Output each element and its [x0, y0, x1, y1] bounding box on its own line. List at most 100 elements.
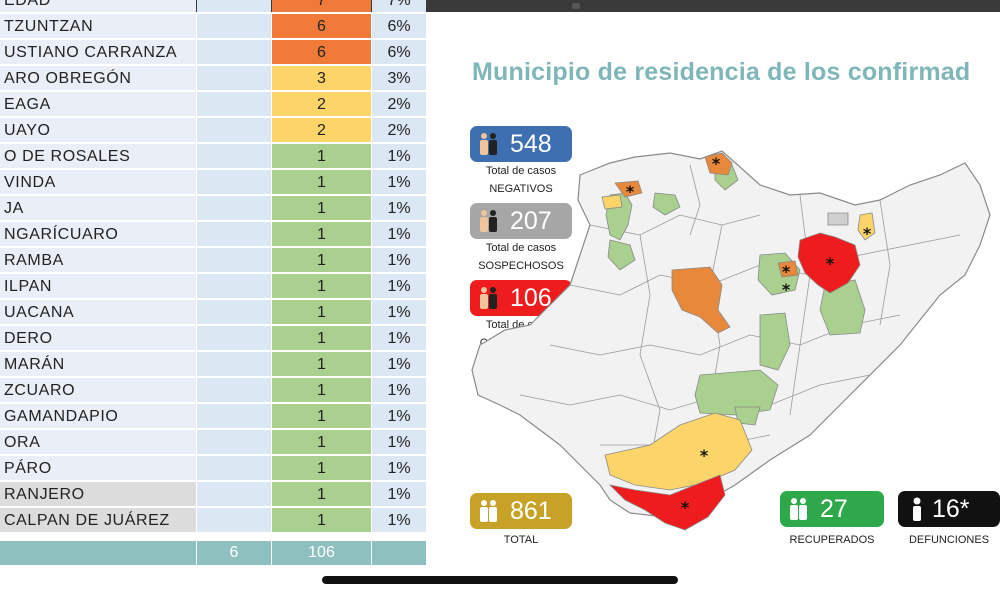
people-icon — [480, 287, 497, 309]
people-icon — [480, 210, 497, 232]
total-label: TOTAL — [503, 534, 539, 546]
sospechosos-label-line1: Total de casos — [485, 242, 557, 254]
total-name-cell — [0, 541, 196, 565]
case-percent: 1% — [372, 274, 426, 299]
municipality-name: EAGA — [0, 92, 196, 117]
sospechosos-label-line2: SOSPECHOSOS — [478, 260, 564, 272]
table-row: JA 1 1% — [0, 196, 426, 222]
table-row: UAYO 2 2% — [0, 118, 426, 144]
case-percent: 1% — [372, 248, 426, 273]
case-count: 1 — [272, 300, 371, 325]
case-count: 1 — [272, 378, 371, 403]
table-row: RANJERO 1 1% — [0, 482, 426, 508]
map-region-red-1 — [797, 232, 861, 294]
total-pct-cell — [372, 541, 426, 565]
table-row: ARO OBREGÓN 3 3% — [0, 66, 426, 92]
case-count: 1 — [272, 170, 371, 195]
map-region-green-7 — [759, 312, 791, 371]
recuperados-badge: 27 — [780, 491, 884, 527]
municipality-name: RANJERO — [0, 482, 196, 507]
sospechosos-label: Total de casos SOSPECHOSOS — [470, 239, 572, 275]
table-row: VINDA 1 1% — [0, 170, 426, 196]
case-count: 1 — [272, 482, 371, 507]
case-percent: 3% — [372, 66, 426, 91]
map-region-orange-1 — [704, 152, 733, 176]
blank-cell — [197, 300, 271, 325]
blank-cell — [197, 404, 271, 429]
blank-cell — [197, 482, 271, 507]
sospechosos-value: 207 — [510, 207, 552, 235]
negativos-label: Total de casos NEGATIVOS — [470, 162, 572, 198]
table-row: EAGA 2 2% — [0, 92, 426, 118]
recuperados-value: 27 — [820, 495, 848, 523]
municipality-name: GAMANDAPIO — [0, 404, 196, 429]
case-count: 6 — [272, 14, 371, 39]
case-count: 1 — [272, 326, 371, 351]
case-percent: 1% — [372, 378, 426, 403]
case-percent: 1% — [372, 430, 426, 455]
table-row: MARÁN 1 1% — [0, 352, 426, 378]
map-region-gray-1 — [827, 212, 849, 226]
table-row: CALPAN DE JUÁREZ 1 1% — [0, 508, 426, 534]
blank-cell — [197, 352, 271, 377]
municipality-name: ZCUARO — [0, 378, 196, 403]
blank-cell — [197, 430, 271, 455]
map-asterisk: * — [826, 254, 835, 273]
negativos-label-line2: NEGATIVOS — [489, 183, 553, 195]
map-region-green-6 — [819, 279, 866, 336]
table-row: GAMANDAPIO 1 1% — [0, 404, 426, 430]
case-percent: 1% — [372, 222, 426, 247]
case-percent: 1% — [372, 170, 426, 195]
case-count: 3 — [272, 66, 371, 91]
municipality-name: VINDA — [0, 170, 196, 195]
blank-cell — [197, 118, 271, 143]
defunciones-value: 16* — [932, 495, 970, 523]
negativos-badge: 548 — [470, 126, 572, 162]
case-percent: 1% — [372, 352, 426, 377]
case-count: 7 — [272, 0, 371, 13]
map-region-green-3 — [607, 239, 636, 271]
home-indicator — [322, 576, 678, 584]
map-region-orange-4 — [777, 260, 799, 278]
case-count: 1 — [272, 430, 371, 455]
negativos-label-line1: Total de casos — [485, 165, 557, 177]
municipality-name: ORA — [0, 430, 196, 455]
table-total-row: 6 106 — [0, 541, 426, 565]
case-percent: 6% — [372, 14, 426, 39]
blank-cell — [197, 66, 271, 91]
case-count: 2 — [272, 92, 371, 117]
notch-icon — [572, 3, 580, 9]
case-percent: 1% — [372, 196, 426, 221]
table-row: EDAD 7 7% — [0, 0, 426, 14]
municipality-name: TZUNTZAN — [0, 14, 196, 39]
map-region-yellow-2 — [857, 212, 876, 241]
case-percent: 1% — [372, 300, 426, 325]
map-asterisk: * — [681, 498, 690, 517]
case-percent: 1% — [372, 326, 426, 351]
blank-cell — [197, 196, 271, 221]
case-count: 6 — [272, 40, 371, 65]
case-count: 1 — [272, 352, 371, 377]
map-asterisk: * — [863, 224, 872, 243]
negativos-value: 548 — [510, 130, 552, 158]
blank-cell — [197, 170, 271, 195]
map-region-green-9 — [734, 406, 761, 426]
case-percent: 1% — [372, 456, 426, 481]
table-row: PÁRO 1 1% — [0, 456, 426, 482]
person-icon — [913, 497, 921, 521]
case-percent: 1% — [372, 404, 426, 429]
municipality-name: NGARÍCUARO — [0, 222, 196, 247]
case-count: 1 — [272, 274, 371, 299]
map-asterisk: * — [626, 182, 635, 201]
map-region-red-2 — [608, 474, 726, 531]
people-icon — [790, 498, 807, 520]
choropleth-map: * * * * * * * * — [471, 150, 991, 531]
blank-cell — [197, 274, 271, 299]
defunciones-label: DEFUNCIONES — [908, 534, 990, 546]
blank-cell — [197, 378, 271, 403]
map-region-orange-2 — [614, 180, 643, 198]
table-row: ORA 1 1% — [0, 430, 426, 456]
map-asterisk: * — [700, 446, 709, 465]
table-row: USTIANO CARRANZA 6 6% — [0, 40, 426, 66]
case-count: 2 — [272, 118, 371, 143]
